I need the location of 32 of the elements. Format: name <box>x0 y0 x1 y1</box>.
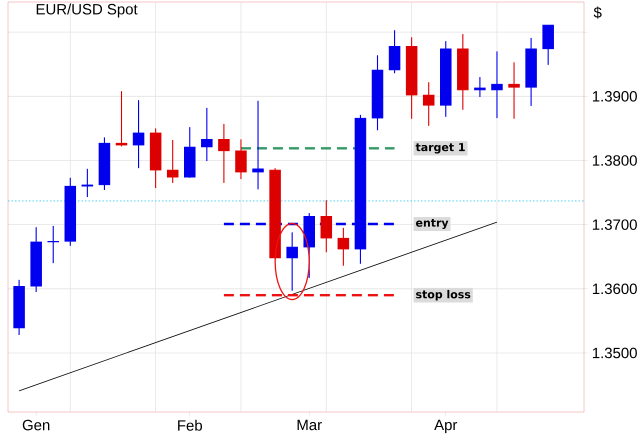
candlestick <box>252 100 264 190</box>
x-tick-label: Apr <box>434 420 458 434</box>
candlestick <box>218 123 230 184</box>
y-axis-title: $ <box>594 6 602 19</box>
y-tick-label: 1.3500 <box>592 348 637 358</box>
x-tick-label: Gen <box>22 420 50 430</box>
candlestick <box>235 138 247 180</box>
candlestick <box>338 227 350 266</box>
candlestick <box>166 139 178 184</box>
candlestick <box>201 107 213 162</box>
y-tick-label: 1.3600 <box>592 284 637 294</box>
candlestick <box>474 76 486 98</box>
series-label: stop loss <box>416 290 470 301</box>
candlestick <box>422 82 434 126</box>
candlestick <box>116 90 128 147</box>
y-tick-label: 1.3900 <box>592 91 637 102</box>
x-tick-label: Feb <box>178 420 202 431</box>
candlestick <box>82 168 94 198</box>
series-label: entry <box>416 218 448 230</box>
candlestick <box>320 200 332 253</box>
candlestick <box>388 30 400 74</box>
y-tick-label: 1.3700 <box>592 219 637 230</box>
candlestick <box>47 225 59 264</box>
y-tick-label: 1.3800 <box>592 155 637 166</box>
candlestick <box>286 232 298 292</box>
series-label: target 1 <box>416 143 465 154</box>
x-tick-label: Mar <box>298 420 322 430</box>
candlestick <box>491 50 503 119</box>
chart-title: EUR/USD Spot <box>36 4 138 18</box>
candlestick <box>508 62 520 120</box>
candlestick <box>132 100 144 169</box>
candlestick <box>542 24 554 66</box>
